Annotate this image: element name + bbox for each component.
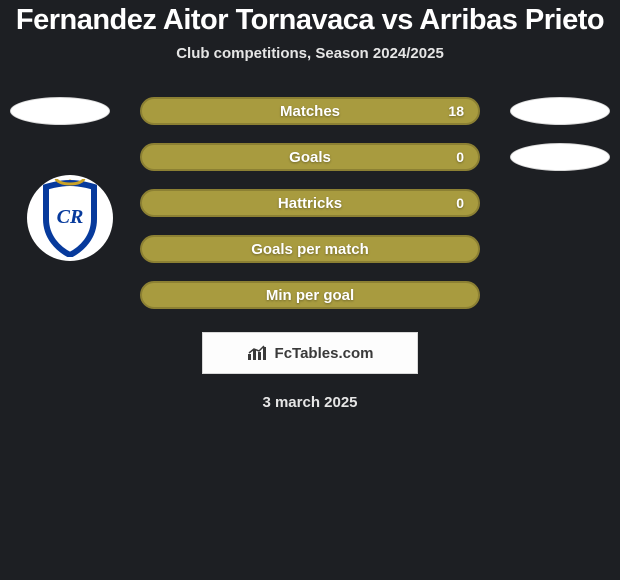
stat-pill: Min per goal bbox=[140, 281, 480, 309]
stat-pill: Goals 0 bbox=[140, 143, 480, 171]
stat-row: Min per goal bbox=[0, 272, 620, 318]
club-crest-left: CR bbox=[27, 175, 113, 261]
stat-pill: Matches 18 bbox=[140, 97, 480, 125]
stat-pill: Hattricks 0 bbox=[140, 189, 480, 217]
bar-chart-icon bbox=[247, 344, 269, 362]
stat-label: Goals per match bbox=[251, 241, 369, 258]
comparison-card: Fernandez Aitor Tornavaca vs Arribas Pri… bbox=[0, 0, 620, 411]
stat-right-value: 0 bbox=[456, 149, 464, 165]
watermark: FcTables.com bbox=[202, 332, 418, 374]
shield-icon: CR bbox=[38, 179, 102, 257]
player-right-marker bbox=[510, 97, 610, 125]
player-left-marker bbox=[10, 97, 110, 125]
stat-right-value: 0 bbox=[456, 195, 464, 211]
stat-label: Goals bbox=[289, 149, 331, 166]
watermark-text: FcTables.com bbox=[275, 345, 374, 362]
page-subtitle: Club competitions, Season 2024/2025 bbox=[0, 45, 620, 62]
stat-pill: Goals per match bbox=[140, 235, 480, 263]
stat-label: Hattricks bbox=[278, 195, 342, 212]
stat-label: Min per goal bbox=[266, 287, 354, 304]
report-date: 3 march 2025 bbox=[0, 394, 620, 411]
stat-row: Goals 0 bbox=[0, 134, 620, 180]
stat-row: Matches 18 bbox=[0, 88, 620, 134]
stat-right-value: 18 bbox=[448, 103, 464, 119]
player-right-marker bbox=[510, 143, 610, 171]
page-title: Fernandez Aitor Tornavaca vs Arribas Pri… bbox=[0, 4, 620, 37]
svg-text:CR: CR bbox=[57, 206, 84, 228]
stat-label: Matches bbox=[280, 103, 340, 120]
